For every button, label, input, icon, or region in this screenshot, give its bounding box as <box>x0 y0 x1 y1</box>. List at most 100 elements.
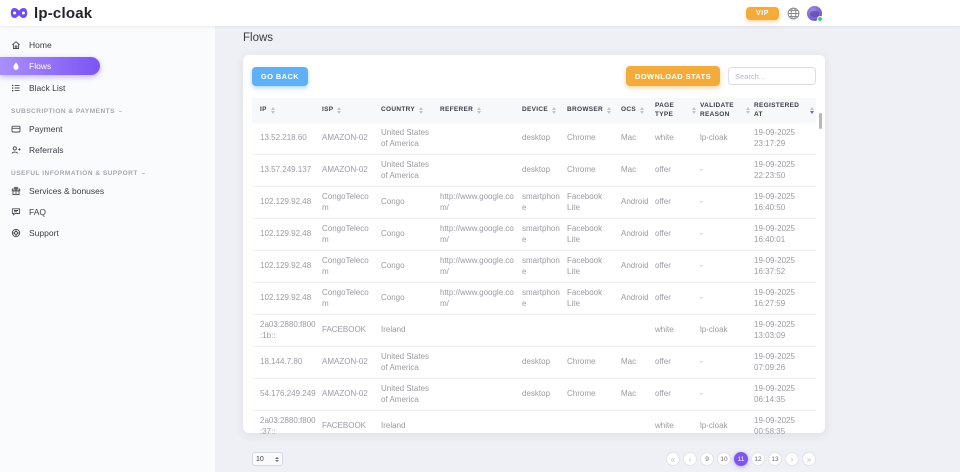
column-header-device[interactable]: DEVICE <box>520 98 565 123</box>
page-button-12[interactable]: 12 <box>751 452 765 466</box>
life-ring-icon <box>11 228 21 238</box>
cell-device: smartphone <box>520 186 565 219</box>
page-last-button[interactable]: » <box>802 452 816 466</box>
download-stats-button[interactable]: DOWNLOAD STATS <box>626 66 720 86</box>
sort-icon <box>552 107 557 114</box>
column-header-browser[interactable]: BROWSER <box>565 98 619 123</box>
cell-referer <box>438 410 520 443</box>
column-header-validate_reason[interactable]: VALIDATE REASON <box>698 98 752 123</box>
sidebar-item-support[interactable]: Support <box>0 222 215 243</box>
cell-validate_reason: lp-cloak <box>698 123 752 155</box>
app-logo[interactable]: lp-cloak <box>10 5 92 22</box>
cell-registered_at: 19-09-2025 00:58:35 <box>752 410 816 443</box>
cell-ocs <box>619 410 653 443</box>
cell-isp: AMAZON-02 <box>320 346 379 379</box>
column-header-referer[interactable]: REFERER <box>438 98 520 123</box>
sidebar-item-black-list[interactable]: Black List <box>0 77 215 98</box>
cell-browser: Facebook Lite <box>565 186 619 219</box>
page-button-9[interactable]: 9 <box>700 452 714 466</box>
topbar: lp-cloak VIP <box>0 0 960 26</box>
table-row: 2a03:2880:f800:1b:: FACEBOOK Ireland white l… <box>252 314 816 347</box>
page-next-button[interactable]: › <box>785 452 799 466</box>
table-row: 102.129.92.48 CongoTelecom Congo http://www… <box>252 250 816 283</box>
user-avatar[interactable] <box>807 5 823 22</box>
cell-page_type: offer <box>653 250 698 283</box>
cell-isp: AMAZON-02 <box>320 123 379 155</box>
sidebar-item-referrals[interactable]: Referrals <box>0 139 215 160</box>
cell-country: Congo <box>379 282 438 315</box>
sidebar-item-faq[interactable]: FAQ <box>0 201 215 222</box>
cell-device: desktop <box>520 154 565 187</box>
column-label: ISP <box>322 106 334 114</box>
cell-country: Ireland <box>379 410 438 443</box>
cell-ocs: Mac <box>619 346 653 379</box>
table-row: 13.52.218.60 AMAZON-02 United States of Am… <box>252 123 816 155</box>
cell-validate_reason: - <box>698 282 752 315</box>
sidebar-item-flows[interactable]: Flows <box>0 57 100 75</box>
cell-ip: 13.57.249.137 <box>252 154 320 187</box>
cell-registered_at: 19-09-2025 16:40:50 <box>752 186 816 219</box>
search-input[interactable] <box>728 67 816 85</box>
cell-page_type: white <box>653 123 698 155</box>
vip-button[interactable]: VIP <box>746 6 779 20</box>
cell-validate_reason: - <box>698 218 752 251</box>
cell-registered_at: 19-09-2025 16:37:52 <box>752 250 816 283</box>
sidebar-section-subscription: SUBSCRIPTION & PAYMENTS <box>11 108 121 115</box>
go-back-button[interactable]: GO BACK <box>252 66 308 86</box>
sidebar-item-label: Services & bonuses <box>29 185 105 196</box>
page-prev-button[interactable]: ‹ <box>683 452 697 466</box>
cell-ip: 2a03:2880:f800:1b:: <box>252 314 320 347</box>
sort-icon <box>640 107 644 114</box>
cell-browser: Chrome <box>565 346 619 379</box>
sidebar-item-label: Home <box>29 39 52 50</box>
section-divider <box>141 173 144 174</box>
cell-ip: 102.129.92.48 <box>252 186 320 219</box>
sidebar: Home Flows Black List SUBSCRIPTION & PAY… <box>0 26 215 472</box>
column-header-country[interactable]: COUNTRY <box>379 98 438 123</box>
cell-browser <box>565 410 619 443</box>
cell-isp: FACEBOOK <box>320 314 379 347</box>
page-first-button[interactable]: « <box>666 452 680 466</box>
cell-registered_at: 19-09-2025 16:27:59 <box>752 282 816 315</box>
cell-isp: FACEBOOK <box>320 410 379 443</box>
column-label: OCS <box>621 106 636 114</box>
page-button-10[interactable]: 10 <box>717 452 731 466</box>
column-header-page_type[interactable]: PAGE TYPE <box>653 98 698 123</box>
page-button-13[interactable]: 13 <box>768 452 782 466</box>
cell-device: smartphone <box>520 282 565 315</box>
cell-validate_reason: - <box>698 186 752 219</box>
cell-registered_at: 19-09-2025 23:17:29 <box>752 123 816 155</box>
cell-registered_at: 19-09-2025 22:23:50 <box>752 154 816 187</box>
column-header-ip[interactable]: IP <box>252 98 320 123</box>
sidebar-item-payment[interactable]: Payment <box>0 118 215 139</box>
column-label: BROWSER <box>567 106 604 114</box>
column-header-registered_at[interactable]: REGISTERED AT <box>752 98 816 123</box>
gift-icon <box>11 186 21 196</box>
avatar-image <box>810 10 819 17</box>
cell-page_type: offer <box>653 378 698 411</box>
cell-validate_reason: - <box>698 346 752 379</box>
cell-browser: Facebook Lite <box>565 282 619 315</box>
cell-country: Congo <box>379 186 438 219</box>
cell-ocs: Android <box>619 250 653 283</box>
cell-validate_reason: - <box>698 154 752 187</box>
user-plus-icon <box>11 145 21 155</box>
sort-icon <box>419 107 423 114</box>
column-header-isp[interactable]: ISP <box>320 98 379 123</box>
column-header-ocs[interactable]: OCS <box>619 98 653 123</box>
language-globe-icon[interactable] <box>787 7 800 20</box>
table-row: 102.129.92.48 CongoTelecom Congo http://www… <box>252 186 816 219</box>
sidebar-item-services-bonuses[interactable]: Services & bonuses <box>0 180 215 201</box>
section-label-text: USEFUL INFORMATION & SUPPORT <box>11 170 138 177</box>
page-button-11[interactable]: 11 <box>734 452 748 466</box>
sidebar-item-home[interactable]: Home <box>0 34 215 55</box>
cell-page_type: white <box>653 410 698 443</box>
cell-ocs: Mac <box>619 123 653 155</box>
sidebar-item-label: Black List <box>29 82 66 93</box>
table-scrollbar[interactable] <box>819 113 822 129</box>
sort-icon <box>810 107 814 114</box>
cell-validate_reason: lp-cloak <box>698 314 752 347</box>
pagination: «‹ 9 10 11 12 13 ›» <box>666 452 816 466</box>
sort-icon <box>746 107 750 114</box>
page-size-select[interactable]: 10 <box>252 452 283 466</box>
